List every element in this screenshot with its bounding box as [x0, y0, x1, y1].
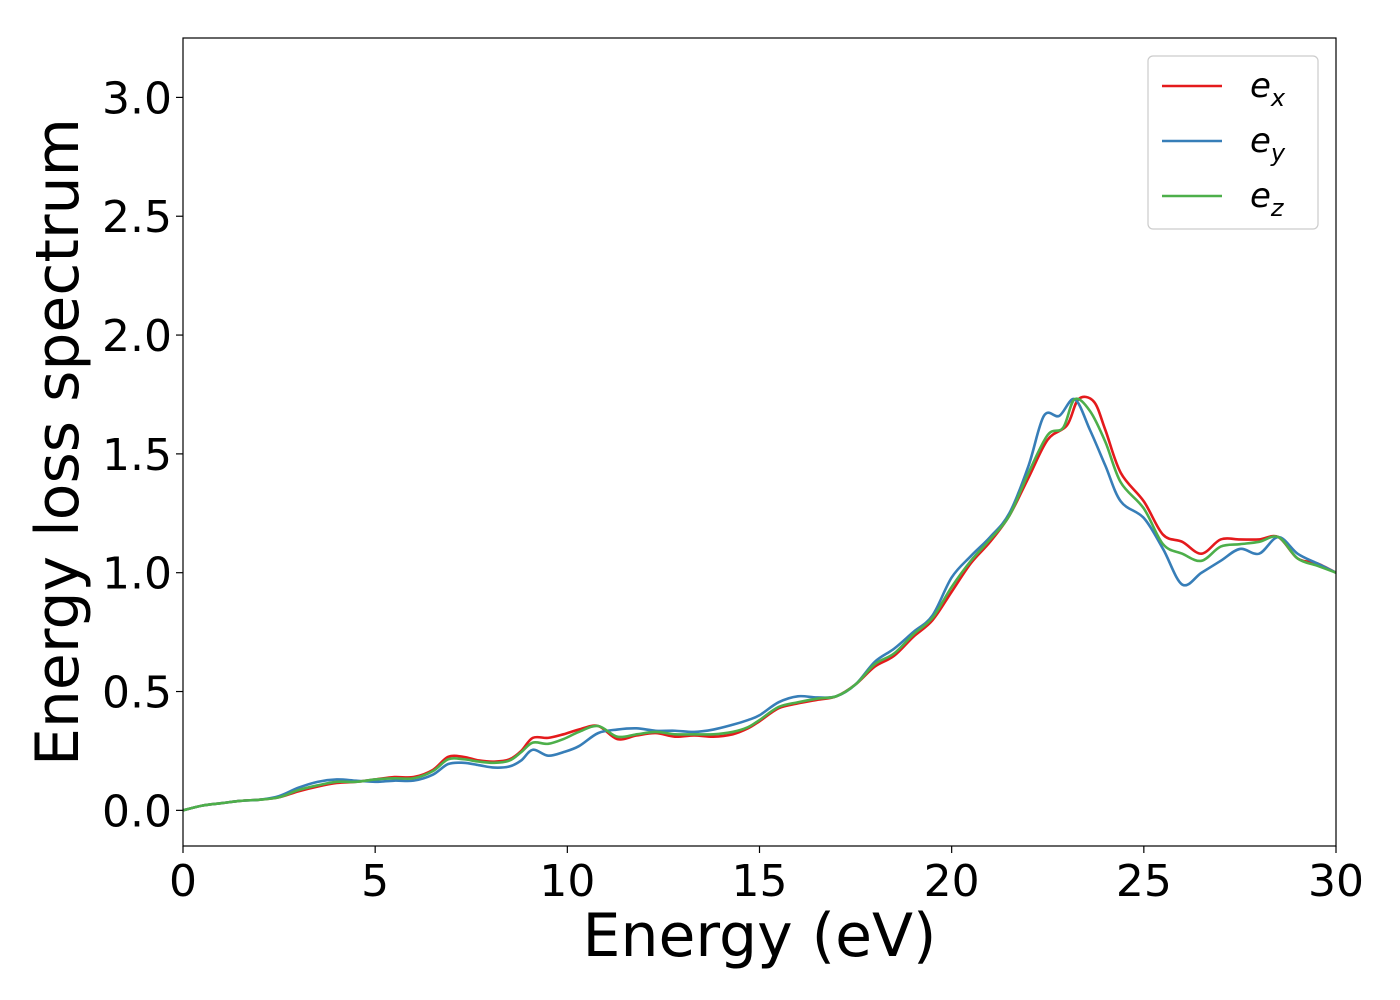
x-tick-label: 15	[732, 856, 788, 907]
legend-label: ez	[1250, 176, 1285, 222]
x-axis-title: Energy (eV)	[583, 901, 937, 971]
series-layer	[183, 395, 1336, 812]
legend-label: ex	[1250, 66, 1286, 112]
x-tick-label: 30	[1308, 856, 1364, 907]
legend-item-x: ex	[1162, 66, 1286, 112]
legend-label: ey	[1250, 121, 1286, 167]
legend-item-y: ey	[1162, 121, 1286, 167]
series-line-y	[183, 397, 1336, 812]
y-tick-label: 1.5	[102, 430, 172, 481]
y-tick-label: 2.0	[102, 311, 172, 362]
series-line-z	[183, 397, 1336, 812]
y-axis-title: Energy loss spectrum	[23, 118, 93, 766]
legend: ex ey ez	[1147, 55, 1319, 230]
x-axis-ticks: 0 5 10 15 20 25 30	[169, 846, 1364, 907]
legend-item-z: ez	[1162, 176, 1285, 222]
x-tick-label: 0	[169, 856, 197, 907]
legend-box	[1147, 55, 1319, 230]
y-tick-label: 2.5	[102, 192, 172, 243]
y-tick-label: 0.5	[102, 668, 172, 719]
y-tick-label: 0.0	[102, 786, 172, 837]
x-tick-label: 10	[539, 856, 595, 907]
y-tick-label: 3.0	[102, 73, 172, 124]
x-tick-label: 25	[1116, 856, 1172, 907]
y-tick-label: 1.0	[102, 549, 172, 600]
x-tick-label: 20	[924, 856, 980, 907]
x-tick-label: 5	[361, 856, 389, 907]
y-axis-ticks: 0.0 0.5 1.0 1.5 2.0 2.5 3.0	[102, 73, 183, 837]
